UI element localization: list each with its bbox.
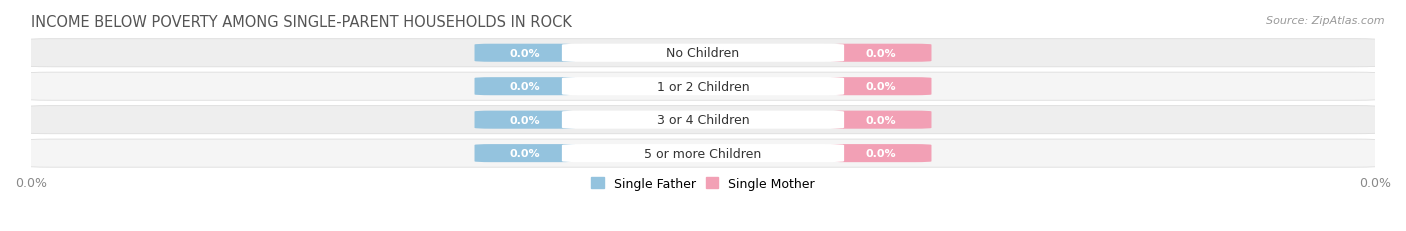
Text: 0.0%: 0.0% (866, 149, 897, 158)
Legend: Single Father, Single Mother: Single Father, Single Mother (591, 177, 815, 190)
Text: 5 or more Children: 5 or more Children (644, 147, 762, 160)
FancyBboxPatch shape (24, 73, 1382, 101)
FancyBboxPatch shape (831, 78, 932, 96)
Text: INCOME BELOW POVERTY AMONG SINGLE-PARENT HOUSEHOLDS IN ROCK: INCOME BELOW POVERTY AMONG SINGLE-PARENT… (31, 15, 572, 30)
Text: 0.0%: 0.0% (866, 49, 897, 58)
FancyBboxPatch shape (474, 45, 575, 63)
Text: 0.0%: 0.0% (509, 49, 540, 58)
FancyBboxPatch shape (562, 111, 844, 129)
Text: 0.0%: 0.0% (509, 149, 540, 158)
FancyBboxPatch shape (24, 106, 1382, 134)
FancyBboxPatch shape (831, 144, 932, 162)
FancyBboxPatch shape (474, 144, 575, 162)
Text: Source: ZipAtlas.com: Source: ZipAtlas.com (1267, 16, 1385, 26)
FancyBboxPatch shape (24, 40, 1382, 67)
Text: 1 or 2 Children: 1 or 2 Children (657, 80, 749, 93)
FancyBboxPatch shape (562, 144, 844, 162)
FancyBboxPatch shape (831, 111, 932, 129)
FancyBboxPatch shape (562, 45, 844, 63)
Text: 0.0%: 0.0% (509, 82, 540, 92)
FancyBboxPatch shape (474, 78, 575, 96)
Text: No Children: No Children (666, 47, 740, 60)
FancyBboxPatch shape (474, 111, 575, 129)
Text: 0.0%: 0.0% (866, 82, 897, 92)
FancyBboxPatch shape (24, 140, 1382, 167)
Text: 0.0%: 0.0% (509, 115, 540, 125)
FancyBboxPatch shape (831, 45, 932, 63)
Text: 0.0%: 0.0% (866, 115, 897, 125)
FancyBboxPatch shape (562, 78, 844, 96)
Text: 3 or 4 Children: 3 or 4 Children (657, 114, 749, 127)
